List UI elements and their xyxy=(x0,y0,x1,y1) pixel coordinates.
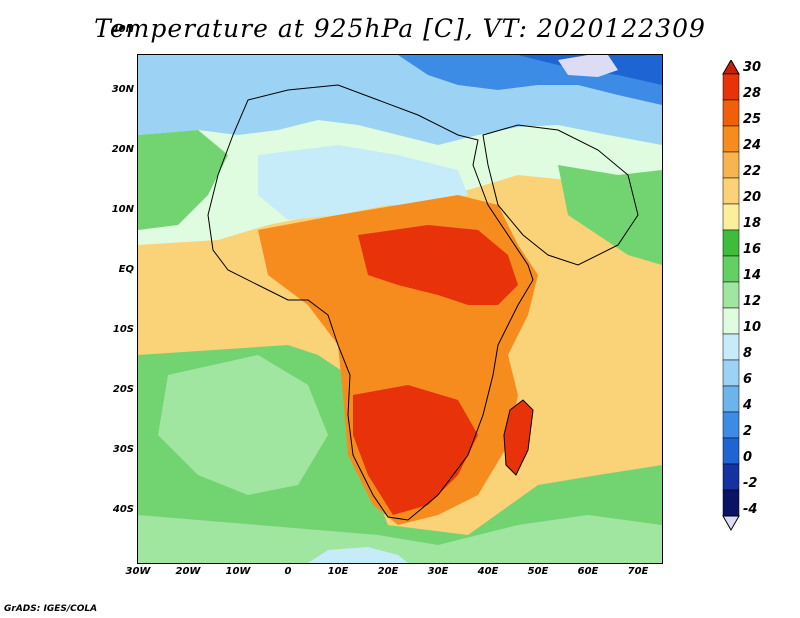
field-antarctic-blue xyxy=(308,547,408,563)
map-title: Temperature at 925hPa [C], VT: 202012230… xyxy=(94,14,706,43)
colorbar-label: 12 xyxy=(743,294,762,309)
colorbar-label: 0 xyxy=(743,450,753,465)
lon-label: 10W xyxy=(225,566,251,577)
field-atlantic-north xyxy=(138,130,228,230)
colorbar-arrow-top xyxy=(722,60,740,75)
lat-label: 40N xyxy=(111,24,134,35)
colorbar-swatch xyxy=(722,385,740,413)
lat-label: 30S xyxy=(112,444,134,455)
colorbar-label: 24 xyxy=(743,138,762,153)
lon-label: 30E xyxy=(427,566,449,577)
colorbar-label: 6 xyxy=(743,372,753,387)
colorbar-label: 20 xyxy=(743,190,762,205)
colorbar-label: -4 xyxy=(743,502,758,517)
colorbar-label: 25 xyxy=(743,112,762,127)
colorbar-swatch xyxy=(722,73,740,101)
colorbar-swatch xyxy=(722,411,740,439)
colorbar-swatch xyxy=(722,489,740,517)
colorbar-swatch xyxy=(722,281,740,309)
colorbar-label: 16 xyxy=(743,242,762,257)
colorbar-swatch xyxy=(722,437,740,465)
colorbar-swatch xyxy=(722,255,740,283)
lat-label: 30N xyxy=(111,84,134,95)
colorbar-label: 2 xyxy=(743,424,753,439)
lon-label: 60E xyxy=(577,566,599,577)
colorbar-swatch xyxy=(722,99,740,127)
colorbar-swatch xyxy=(722,177,740,205)
arabia-coastline xyxy=(482,124,639,266)
field-madagascar xyxy=(504,400,533,475)
colorbar-label: 28 xyxy=(743,86,762,101)
lat-label: 10N xyxy=(111,204,134,215)
lon-label: 10E xyxy=(327,566,349,577)
lat-label: EQ xyxy=(118,264,134,275)
colorbar-label: 8 xyxy=(743,346,753,361)
colorbar-label: -2 xyxy=(743,476,758,491)
colorbar xyxy=(722,60,740,532)
colorbar-swatch xyxy=(722,151,740,179)
field-southern-red xyxy=(353,385,478,515)
lon-label: 70E xyxy=(627,566,649,577)
field-arabia-green xyxy=(558,165,662,265)
colorbar-label: 22 xyxy=(743,164,762,179)
field-africa-red xyxy=(358,225,518,305)
field-south-light-2 xyxy=(138,515,662,563)
grads-credit: GrADS: IGES/COLA xyxy=(4,604,98,614)
colorbar-label: 10 xyxy=(743,320,762,335)
temperature-map xyxy=(137,54,663,564)
temperature-field xyxy=(138,55,662,563)
lat-label: 10S xyxy=(112,324,134,335)
lon-label: 20W xyxy=(175,566,201,577)
field-snow xyxy=(558,55,618,77)
colorbar-swatch xyxy=(722,307,740,335)
lat-label: 20S xyxy=(112,384,134,395)
field-sahara xyxy=(258,145,468,220)
colorbar-swatch xyxy=(722,203,740,231)
lon-label: 0 xyxy=(284,566,292,577)
colorbar-arrow-bottom xyxy=(722,515,740,532)
colorbar-label: 30 xyxy=(743,60,762,75)
madagascar-coastline xyxy=(503,399,534,476)
lon-label: 50E xyxy=(527,566,549,577)
field-south-light xyxy=(158,355,328,495)
colorbar-swatch xyxy=(722,229,740,257)
colorbar-swatch xyxy=(722,333,740,361)
lat-label: 40S xyxy=(112,504,134,515)
lon-label: 30W xyxy=(125,566,151,577)
africa-coastline xyxy=(207,84,534,521)
lat-label: 20N xyxy=(111,144,134,155)
lon-label: 20E xyxy=(377,566,399,577)
colorbar-swatch xyxy=(722,125,740,153)
colorbar-swatch xyxy=(722,359,740,387)
colorbar-label: 4 xyxy=(743,398,753,413)
colorbar-label: 18 xyxy=(743,216,762,231)
lon-label: 40E xyxy=(477,566,499,577)
colorbar-label: 14 xyxy=(743,268,762,283)
colorbar-swatch xyxy=(722,463,740,491)
